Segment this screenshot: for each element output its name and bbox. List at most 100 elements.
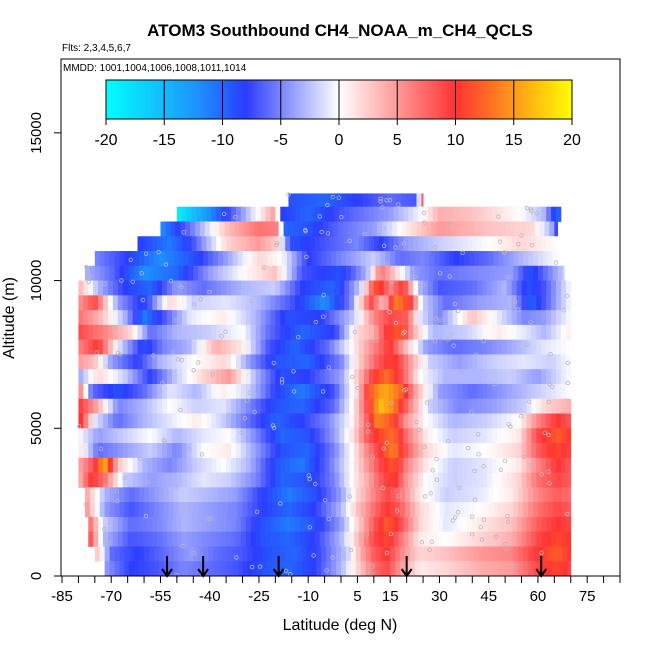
sample-point [481,338,486,344]
heat-cell [546,428,552,444]
heat-cell [191,206,197,222]
sample-point [168,278,174,284]
heat-cell [491,295,498,311]
heat-cell [496,398,503,414]
heat-cell [255,443,261,459]
heat-cell [546,354,552,370]
heat-cell [104,546,110,562]
colorbar-segment [373,80,377,119]
heat-cell [546,206,552,222]
heat-cell [144,487,150,503]
heat-cell [265,531,271,547]
heat-cell [531,398,537,414]
heat-cell [275,443,281,459]
heat-cell [275,472,281,488]
heat-cell [385,561,391,577]
heat-cell [94,265,101,281]
heat-cell [546,339,552,355]
heat-cell [221,369,227,385]
sample-point [481,464,486,469]
heat-cell [309,324,316,341]
heat-cell [127,295,133,311]
heat-cell [168,487,174,503]
heat-cell [437,443,444,459]
colorbar-segment [464,80,468,119]
heat-cell [257,487,263,503]
heat-cell [565,398,572,414]
heat-cell [181,280,188,296]
heat-cell [551,295,557,311]
heat-cell [341,546,347,562]
heat-cell [541,339,547,355]
heat-cell [288,193,294,209]
heat-cell [88,295,94,311]
heat-cell [314,516,321,533]
heat-cell [344,339,350,355]
heat-cell [162,457,168,473]
heat-cell [531,531,537,547]
heat-cell [496,531,503,547]
heat-cell [447,428,453,444]
heat-cell [408,206,414,222]
heat-cell [370,546,376,562]
heat-cell [388,324,394,341]
heat-band [78,295,572,311]
heat-cell [423,339,429,355]
heat-cell [327,193,334,209]
colorbar-tick-label: 0 [335,132,344,149]
heat-cell [516,206,522,222]
heat-cell [555,369,562,385]
heat-cell [511,339,517,355]
heat-cell [536,516,542,533]
heat-cell [418,354,424,370]
sample-point [208,516,213,521]
heat-cell [107,398,114,414]
heat-cell [309,280,316,296]
heat-cell [183,251,189,267]
x-tick-label: -10 [297,588,319,605]
heat-cell [319,413,325,429]
heat-cell [414,561,421,577]
heat-cell [188,487,194,503]
colorbar-segment [215,80,219,119]
heat-cell [286,265,293,281]
sample-point [469,514,475,519]
heat-cell [385,265,391,281]
heat-cell [447,369,453,385]
colorbar-segment [495,80,498,119]
sample-point [395,508,400,513]
heat-cell [93,354,99,370]
heat-cell [347,193,353,209]
heat-cell [552,251,559,267]
heat-cell [516,516,522,533]
heat-cell [472,428,478,444]
heat-cell [344,383,350,400]
heat-band [94,251,559,267]
heat-cell [171,310,178,326]
heat-cell [201,516,207,533]
heat-cell [171,324,178,341]
heat-cell [368,472,375,488]
heat-cell [536,383,542,400]
sample-point [180,543,185,549]
heat-cell [452,206,458,222]
heat-cell [103,339,109,355]
sample-point [98,446,103,451]
heat-cell [309,236,316,252]
heat-cell [168,502,174,518]
heat-cell [452,324,458,341]
sample-point [178,407,183,413]
heat-cell [498,561,504,577]
heat-cell [324,310,330,326]
heat-cell [171,383,178,400]
heat-cell [551,206,557,222]
heat-cell [240,324,247,341]
heat-cell [98,531,104,547]
heat-cell [83,472,89,488]
heat-cell [265,383,271,400]
heat-cell [462,236,468,252]
heat-cell [531,443,537,459]
heat-cell [299,472,306,488]
colorbar-segment [213,80,217,119]
heat-cell [546,413,552,429]
